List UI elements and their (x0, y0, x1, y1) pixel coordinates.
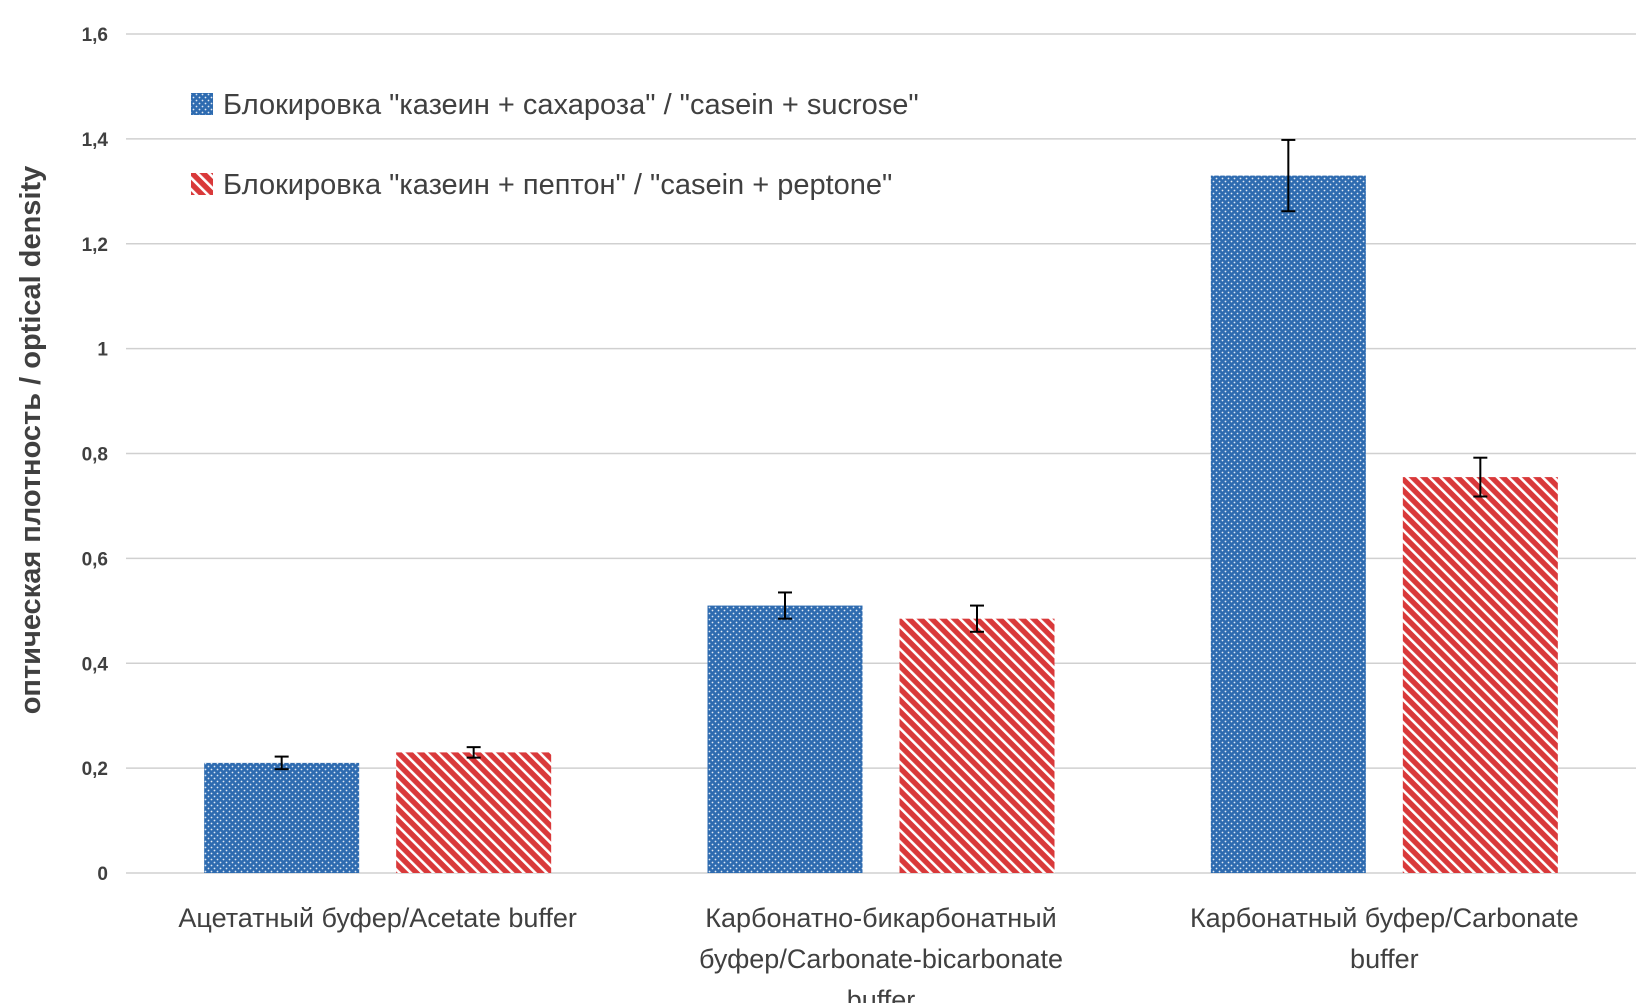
bar (1402, 477, 1558, 873)
legend-swatch (191, 93, 213, 115)
y-tick-label: 0,6 (82, 549, 108, 570)
x-category-label: буфер/Carbonate-bicarbonate (699, 944, 1063, 974)
y-tick-label: 0,2 (82, 759, 108, 780)
gridlines (126, 33, 1636, 874)
y-tick-label: 1 (97, 340, 108, 361)
y-tick-label: 1,6 (82, 25, 108, 46)
legend-swatch (191, 173, 213, 195)
bar (707, 605, 863, 873)
bar (899, 618, 1055, 873)
legend: Блокировка "казеин + сахароза" / "casein… (191, 89, 919, 201)
x-category-label: buffer (1350, 944, 1419, 974)
y-tick-label: 0,4 (82, 654, 109, 675)
y-tick-label: 1,4 (82, 130, 109, 151)
y-tick-label: 0 (97, 864, 108, 885)
x-category-label: Карбонатный буфер/Carbonate (1190, 903, 1579, 933)
bar (1210, 175, 1366, 874)
bar (396, 752, 552, 873)
bars (204, 175, 1558, 874)
y-axis-label: оптическая плотность / optical density (15, 166, 47, 715)
x-category-label: Карбонатно-бикарбонатный (705, 903, 1056, 933)
x-axis-categories: Ацетатный буфер/Acetate buffer Карбонатно… (178, 903, 1579, 1008)
legend-label: Блокировка "казеин + пептон" / "casein +… (223, 169, 892, 201)
x-category-label: Ацетатный буфер/Acetate buffer (178, 903, 576, 933)
x-category-label: buffer (847, 985, 916, 1003)
y-tick-label: 0,8 (82, 445, 108, 466)
y-axis-ticks: 0 0,2 0,4 0,6 0,8 1 1,2 1,4 1,6 (82, 25, 109, 885)
error-bars (274, 138, 1488, 771)
y-tick-label: 1,2 (82, 235, 108, 256)
legend-label: Блокировка "казеин + сахароза" / "casein… (223, 89, 919, 121)
bar (204, 762, 360, 873)
